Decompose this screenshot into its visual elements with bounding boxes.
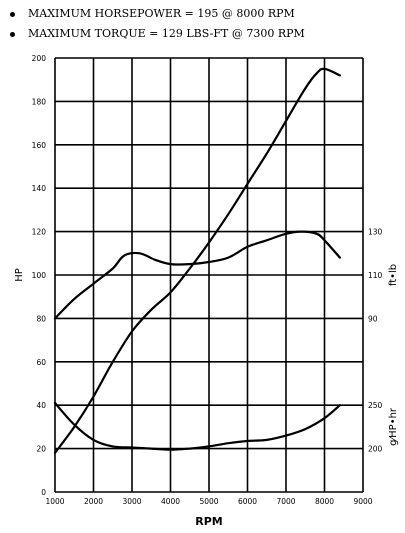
x-tick-label: 3000 (122, 497, 141, 506)
y-tick-label: 120 (32, 228, 47, 237)
bullet-torque-text: MAXIMUM TORQUE = 129 LBS-FT @ 7300 RPM (28, 27, 305, 40)
right-bsfc-tick-label: 200 (368, 445, 383, 454)
y-axis-label: HP (14, 268, 25, 282)
y-tick-label: 80 (36, 314, 46, 323)
x-tick-label: 2000 (84, 497, 103, 506)
spec-list: MAXIMUM HORSEPOWER = 195 @ 8000 RPM MAXI… (8, 4, 305, 44)
y-tick-label: 180 (32, 97, 47, 106)
bullet-dot-icon (10, 31, 15, 37)
x-tick-label: 9000 (353, 497, 372, 506)
right-torque-tick-label: 130 (368, 228, 383, 237)
x-tick-label: 7000 (276, 497, 295, 506)
right-torque-tick-label: 90 (368, 314, 378, 323)
bullet-hp-text: MAXIMUM HORSEPOWER = 195 @ 8000 RPM (28, 7, 295, 20)
y-tick-label: 60 (36, 358, 46, 367)
fuel-consumption-curve (53, 401, 341, 451)
y-tick-label: 0 (41, 488, 46, 497)
y-tick-label: 200 (32, 54, 47, 63)
torque-curve (53, 230, 341, 320)
x-tick-label: 5000 (199, 497, 218, 506)
y-tick-label: 20 (36, 445, 46, 454)
x-tick-label: 1000 (45, 497, 64, 506)
y-tick-label: 160 (32, 141, 47, 150)
y-tick-label: 140 (32, 184, 47, 193)
bullet-dot-icon (10, 11, 15, 17)
x-tick-label: 6000 (238, 497, 257, 506)
horsepower-curve (53, 67, 341, 454)
right-bsfc-axis-label: g⁄HP•hr (388, 407, 399, 446)
bullet-torque: MAXIMUM TORQUE = 129 LBS-FT @ 7300 RPM (8, 24, 305, 44)
right-torque-axis-label: ft•lb (388, 264, 399, 286)
right-torque-tick-label: 110 (368, 271, 383, 280)
x-tick-label: 8000 (315, 497, 334, 506)
y-tick-label: 40 (36, 401, 46, 410)
right-bsfc-tick-label: 250 (368, 401, 383, 410)
bullet-hp: MAXIMUM HORSEPOWER = 195 @ 8000 RPM (8, 4, 305, 24)
x-tick-label: 4000 (161, 497, 180, 506)
y-tick-label: 100 (32, 271, 47, 280)
x-axis-label: RPM (195, 515, 222, 528)
